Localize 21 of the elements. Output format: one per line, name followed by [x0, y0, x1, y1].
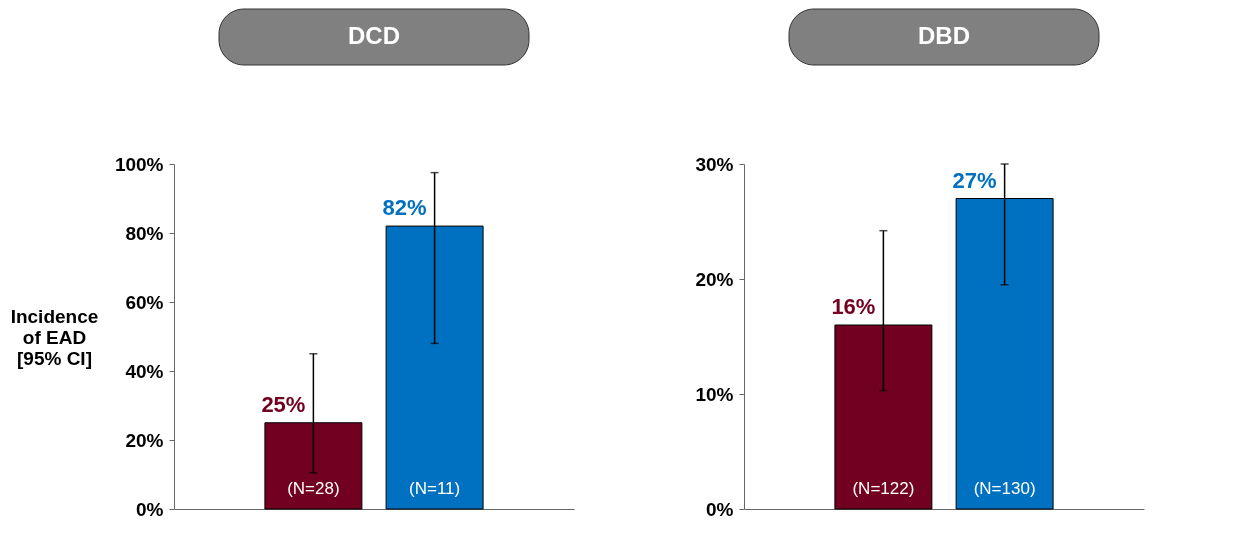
chart-title: DBD [918, 22, 970, 49]
chart-title: DCD [348, 22, 400, 49]
data-label: 27% [952, 167, 997, 193]
data-label: 25% [261, 391, 306, 417]
y-tick-label: 100% [114, 153, 164, 175]
x-tick-label: (N=28) [287, 479, 340, 498]
y-tick-label: 10% [695, 383, 734, 405]
x-tick-label: (N=130) [973, 479, 1036, 498]
y-tick-label: 20% [125, 429, 164, 451]
x-tick-label: (N=122) [852, 479, 915, 498]
y-tick-label: 0% [706, 498, 734, 520]
y-tick-label: 20% [695, 268, 734, 290]
y-axis-title: Incidence of EAD [95% CI] [10, 306, 99, 369]
y-tick-label: 0% [136, 498, 164, 520]
y-tick-label: 40% [125, 360, 164, 382]
y-tick-label: 30% [695, 153, 734, 175]
y-tick-label: 80% [125, 222, 164, 244]
data-label: 16% [831, 294, 876, 319]
data-label: 82% [382, 195, 427, 221]
y-tick-label: 60% [125, 291, 164, 313]
x-tick-label: (N=11) [409, 479, 461, 498]
